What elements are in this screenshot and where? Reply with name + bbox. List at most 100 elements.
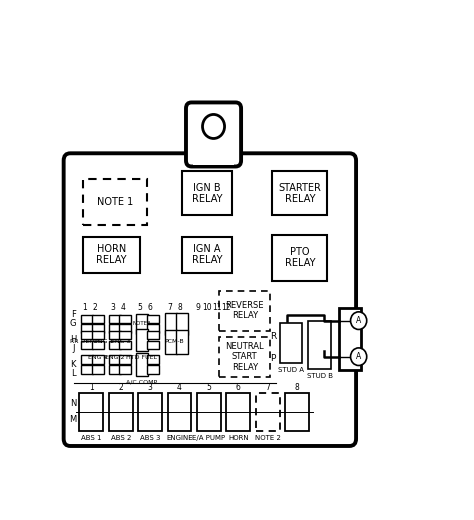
Text: HTD FUEL: HTD FUEL [126,356,157,360]
Text: E/A PUMP: E/A PUMP [192,435,226,441]
Bar [136,314,148,334]
Bar [109,324,121,333]
Bar [197,393,221,431]
Text: NOTE 1: NOTE 1 [97,197,133,206]
Bar [81,331,93,340]
Bar [81,355,93,363]
Bar [109,331,121,340]
Bar [165,330,177,354]
Bar [109,315,121,323]
Text: ABS 2: ABS 2 [110,435,131,441]
Bar [109,365,121,374]
Text: 12: 12 [221,303,230,312]
Text: 8: 8 [177,303,182,312]
Text: 4: 4 [120,303,125,312]
Bar [176,330,188,354]
Bar [193,154,234,164]
Text: N: N [70,399,76,408]
Bar [119,331,131,340]
Bar [81,324,93,333]
Text: HORN: HORN [228,435,249,441]
Bar [91,365,104,374]
FancyBboxPatch shape [64,153,356,446]
Text: 5: 5 [137,303,142,312]
Bar [219,291,271,331]
Bar [119,365,131,374]
Text: 6: 6 [148,303,153,312]
Text: 2: 2 [93,303,98,312]
Text: IGN B
RELAY: IGN B RELAY [192,183,222,204]
Text: ABS 1: ABS 1 [81,435,101,441]
Text: 2: 2 [118,383,123,392]
Bar [81,341,93,349]
Text: 1: 1 [89,383,94,392]
Bar [81,365,93,374]
Bar [219,336,271,376]
Text: 3: 3 [148,383,153,392]
Text: NOTE 2: NOTE 2 [255,435,281,441]
Text: 1: 1 [82,303,87,312]
Bar [119,324,131,333]
Text: K: K [71,360,76,369]
Text: NEUTRAL
START
RELAY: NEUTRAL START RELAY [226,342,264,372]
Text: J: J [72,344,74,353]
Text: HORN
RELAY: HORN RELAY [96,244,127,265]
Bar [146,331,159,340]
Bar [227,393,250,431]
Text: G: G [70,319,76,328]
Bar [285,393,309,431]
Text: ENG 3: ENG 3 [111,339,131,344]
Text: 11: 11 [212,303,221,312]
Bar [91,355,104,363]
Bar [146,341,159,349]
Bar [109,393,133,431]
Text: A/C COMP: A/C COMP [126,380,157,384]
Circle shape [351,312,367,330]
Bar [136,354,148,375]
Bar [91,324,104,333]
Text: 7: 7 [167,303,172,312]
Text: 7: 7 [265,383,270,392]
FancyBboxPatch shape [186,102,241,166]
Bar [146,365,159,374]
Bar [146,355,159,363]
Text: ENG 1: ENG 1 [94,339,113,344]
Text: 6: 6 [236,383,241,392]
Text: H: H [70,335,76,344]
Text: F: F [71,310,76,319]
Bar [109,355,121,363]
Bar [182,237,232,272]
Text: 9: 9 [196,303,201,312]
Bar [91,341,104,349]
Text: 4: 4 [177,383,182,392]
Bar [119,341,131,349]
Text: PTO
RELAY: PTO RELAY [284,247,315,268]
Bar [119,315,131,323]
Bar [256,393,280,431]
Bar [168,393,191,431]
Text: 3: 3 [110,303,115,312]
Bar [176,313,188,335]
Text: ABS 3: ABS 3 [140,435,160,441]
Bar [272,235,328,281]
Text: NOTE3: NOTE3 [132,321,151,327]
Text: R: R [270,332,276,341]
Bar [146,324,159,333]
Text: PCM-B: PCM-B [165,339,184,344]
Bar [119,355,131,363]
Bar [272,171,328,215]
Text: 10: 10 [202,303,212,312]
Bar [165,313,177,335]
Text: M: M [70,415,77,424]
Text: A: A [356,316,361,325]
Circle shape [351,348,367,366]
Bar [109,341,121,349]
Text: RR DEFOG: RR DEFOG [70,339,103,344]
Bar [138,393,162,431]
Text: IGN A
RELAY: IGN A RELAY [192,244,222,265]
Bar [91,315,104,323]
Bar [83,178,147,225]
Text: L: L [71,369,75,379]
Bar [308,321,331,369]
Text: REVERSE
RELAY: REVERSE RELAY [226,301,264,320]
